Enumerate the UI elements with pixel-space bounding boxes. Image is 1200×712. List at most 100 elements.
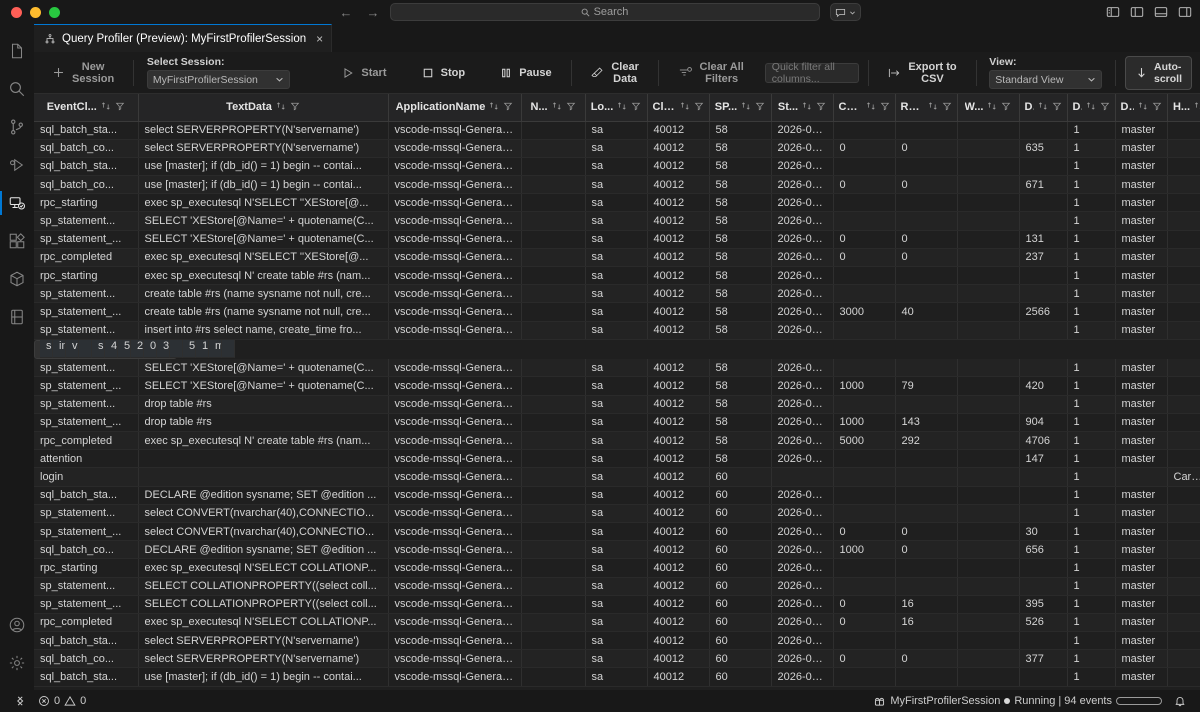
filter-icon[interactable] [631,101,641,111]
table-row[interactable]: sp_statement... create table #rs (name sy… [34,284,1200,304]
column-filter-button[interactable] [290,101,300,114]
table-row[interactable]: sql_batch_sta... use [master]; if (db_id(… [34,157,1200,177]
table-row[interactable]: sp_statement_... SELECT 'XEStore[@Name=' … [34,376,1200,396]
sort-icon[interactable] [617,101,627,111]
close-window-button[interactable] [11,6,22,18]
column-filter-button[interactable] [631,101,641,114]
column-sort-button[interactable] [1138,101,1148,114]
table-row[interactable]: sql_batch_sta... DECLARE @edition sysname… [34,486,1200,505]
filter-icon[interactable] [1152,101,1162,111]
table-row[interactable]: sql_batch_sta... select SERVERPROPERTY(N'… [34,631,1200,651]
table-row[interactable]: sp_statement... SELECT COLLATIONPROPERTY(… [34,577,1200,596]
table-header-cell-13[interactable]: D... [1115,94,1168,122]
table-row[interactable]: rpc_starting exec sp_executesql N'SELECT … [34,558,1200,578]
window-controls[interactable] [0,6,60,18]
column-filter-button[interactable] [880,101,890,114]
auto-scroll-toggle[interactable]: Auto- scroll [1124,55,1192,90]
sort-icon[interactable] [987,101,997,111]
filter-icon[interactable] [694,101,704,111]
column-filter-button[interactable] [115,101,125,114]
pause-button[interactable]: Pause [490,64,561,82]
table-row[interactable]: sql_batch_co... select SERVERPROPERTY(N's… [34,139,1200,158]
table-row[interactable]: login vscode-mssql-GeneralCo... sa 40012 60 1… [34,467,1200,487]
column-sort-button[interactable] [680,101,690,114]
table-row[interactable]: sp_statement... SELECT 'XEStore[@Name=' +… [34,211,1200,231]
navigate-forward-icon[interactable]: → [366,4,380,20]
column-sort-button[interactable] [101,101,111,114]
stop-button[interactable]: Stop [412,64,475,82]
toggle-panel-icon[interactable] [1154,5,1168,19]
navigation-arrows[interactable]: ← → [340,5,380,20]
column-sort-button[interactable] [489,101,499,114]
table-row[interactable]: rpc_completed exec sp_executesql N'SELECT… [34,248,1200,268]
sort-icon[interactable] [1194,101,1200,111]
table-row[interactable]: sp_statement_...insert into #rs select n… [34,339,235,359]
sort-icon[interactable] [680,101,690,111]
table-row[interactable]: rpc_completed exec sp_executesql N' creat… [34,431,1200,451]
column-filter-button[interactable] [816,101,826,114]
table-header-cell-11[interactable]: D... [1019,94,1068,122]
sidebar-item-settings[interactable] [0,644,34,682]
profiler-table-container[interactable]: EventCl... TextData ApplicationName N... Lo.… [34,94,1200,690]
sort-icon[interactable] [866,101,876,111]
layout-controls[interactable] [1106,5,1192,19]
table-header-cell-8[interactable]: CPU [833,94,896,122]
table-row[interactable]: sp_statement_... SELECT 'XEStore[@Name=' … [34,230,1200,249]
toggle-primary-sidebar-icon[interactable] [1106,5,1120,19]
column-sort-button[interactable] [276,101,286,114]
table-row[interactable]: rpc_starting exec sp_executesql N'SELECT … [34,193,1200,213]
remote-indicator[interactable] [8,690,32,712]
table-header-cell-1[interactable]: TextData [138,94,389,122]
clear-all-filters-button[interactable]: Clear All Filters [668,58,754,88]
column-sort-button[interactable] [617,101,627,114]
table-row[interactable]: rpc_starting exec sp_executesql N' create… [34,266,1200,286]
column-filter-button[interactable] [566,101,576,114]
command-search-input[interactable]: Search [389,3,820,21]
sidebar-item-containers[interactable] [0,260,34,298]
table-row[interactable]: sp_statement... insert into #rs select na… [34,321,1200,340]
sidebar-item-explorer[interactable] [0,32,34,70]
sidebar-item-run-and-debug[interactable] [0,146,34,184]
clear-data-button[interactable]: Clear Data [580,58,649,88]
view-dropdown[interactable]: Standard View [989,70,1103,89]
table-header-cell-14[interactable]: H... [1167,94,1200,122]
table-row[interactable]: sp_statement... SELECT 'XEStore[@Name=' +… [34,358,1200,378]
table-row[interactable]: sql_batch_co... use [master]; if (db_id()… [34,175,1200,195]
sort-icon[interactable] [1086,101,1096,111]
table-row[interactable]: sql_batch_sta... select SERVERPROPERTY(N'… [34,121,1200,140]
filter-icon[interactable] [880,101,890,111]
filter-icon[interactable] [1052,101,1062,111]
filter-icon[interactable] [290,101,300,111]
table-row[interactable]: sp_statement_... select CONVERT(nvarchar(… [34,522,1200,542]
filter-icon[interactable] [566,101,576,111]
column-filter-button[interactable] [755,101,765,114]
customize-layout-icon[interactable] [1178,5,1192,19]
sort-icon[interactable] [101,101,111,111]
column-sort-button[interactable] [1194,101,1200,114]
table-header-cell-6[interactable]: SP... [709,94,772,122]
column-filter-button[interactable] [942,101,952,114]
sidebar-item-mssql[interactable] [0,184,34,222]
sidebar-item-extensions[interactable] [0,222,34,260]
tab-query-profiler[interactable]: Query Profiler (Preview): MyFirstProfile… [34,24,333,52]
minimize-window-button[interactable] [30,6,41,18]
column-sort-button[interactable] [741,101,751,114]
tab-close-icon[interactable]: × [316,31,324,46]
table-row[interactable]: sql_batch_co... select SERVERPROPERTY(N's… [34,649,1200,669]
start-button[interactable]: Start [332,64,396,82]
column-filter-button[interactable] [1001,101,1011,114]
table-row[interactable]: sql_batch_sta... use [master]; if (db_id(… [34,667,1200,687]
column-filter-button[interactable] [1052,101,1062,114]
problems-indicator[interactable]: 0 0 [32,690,92,712]
profiler-session-status[interactable]: MyFirstProfilerSession Running | 94 even… [867,690,1168,712]
sort-icon[interactable] [802,101,812,111]
table-row[interactable]: sp_statement_... drop table #rs vscode-mss… [34,413,1200,433]
sort-icon[interactable] [1038,101,1048,111]
chat-button[interactable] [829,3,861,21]
table-row[interactable]: rpc_completed exec sp_executesql N'SELECT… [34,613,1200,633]
table-header-cell-2[interactable]: ApplicationName [388,94,522,122]
sort-icon[interactable] [928,101,938,111]
filter-icon[interactable] [503,101,513,111]
column-filter-button[interactable] [1100,101,1110,114]
table-header-cell-7[interactable]: St... [771,94,834,122]
